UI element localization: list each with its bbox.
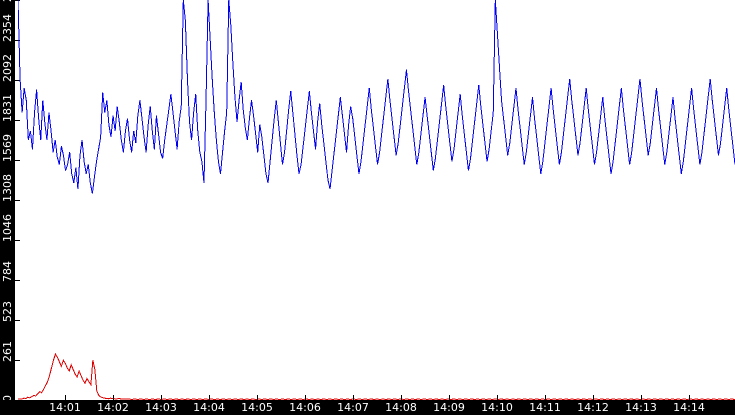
x-axis-tick-label: 14:03	[145, 401, 177, 414]
x-axis-tick	[497, 395, 498, 400]
y-axis-tick	[15, 160, 20, 161]
y-axis-tick-label: 2616	[1, 0, 14, 2]
x-axis-tick	[641, 395, 642, 400]
x-axis-tick	[449, 395, 450, 400]
y-axis-tick	[15, 200, 20, 201]
y-axis-tick-label: 2354	[1, 14, 14, 42]
x-axis-tick-label: 14:02	[97, 401, 129, 414]
x-axis-tick	[593, 395, 594, 400]
series-canvas	[18, 0, 735, 400]
x-axis-tick-label: 14:14	[673, 401, 705, 414]
x-axis-tick	[161, 395, 162, 400]
y-axis-tick	[15, 360, 20, 361]
x-axis-tick	[65, 395, 66, 400]
x-axis-tick-label: 14:13	[625, 401, 657, 414]
y-axis-tick	[15, 320, 20, 321]
x-axis-tick-label: 14:10	[481, 401, 513, 414]
x-axis-tick-label: 14:09	[433, 401, 465, 414]
x-axis-tick	[545, 395, 546, 400]
x-axis-tick	[401, 395, 402, 400]
y-axis-tick	[15, 0, 20, 1]
x-axis-tick	[209, 395, 210, 400]
x-axis-tick-label: 14:05	[241, 401, 273, 414]
x-axis-tick	[689, 395, 690, 400]
y-axis-tick	[15, 240, 20, 241]
x-axis-tick	[257, 395, 258, 400]
plot-area	[18, 0, 735, 400]
y-axis-tick	[15, 80, 20, 81]
x-axis-tick	[305, 395, 306, 400]
series-line-outbound	[18, 352, 735, 400]
y-axis-tick	[15, 120, 20, 121]
x-axis-tick-label: 14:01	[49, 401, 81, 414]
series-line-inbound	[18, 0, 735, 194]
x-axis-tick-label: 14:12	[577, 401, 609, 414]
x-axis-tick	[113, 395, 114, 400]
y-axis-tick	[15, 40, 20, 41]
x-axis-tick-label: 14:04	[193, 401, 225, 414]
x-axis-tick-label: 14:08	[385, 401, 417, 414]
x-axis-tick	[353, 395, 354, 400]
x-axis-tick-label: 14:07	[337, 401, 369, 414]
x-axis-tick-label: 14:11	[529, 401, 561, 414]
y-axis-bar	[0, 0, 15, 400]
x-axis-bar: 14:01 14:02 14:03 14:04 14:05 14:06 14:07 14:08…	[0, 400, 735, 415]
x-axis-tick-label: 14:06	[289, 401, 321, 414]
y-axis-tick	[15, 280, 20, 281]
